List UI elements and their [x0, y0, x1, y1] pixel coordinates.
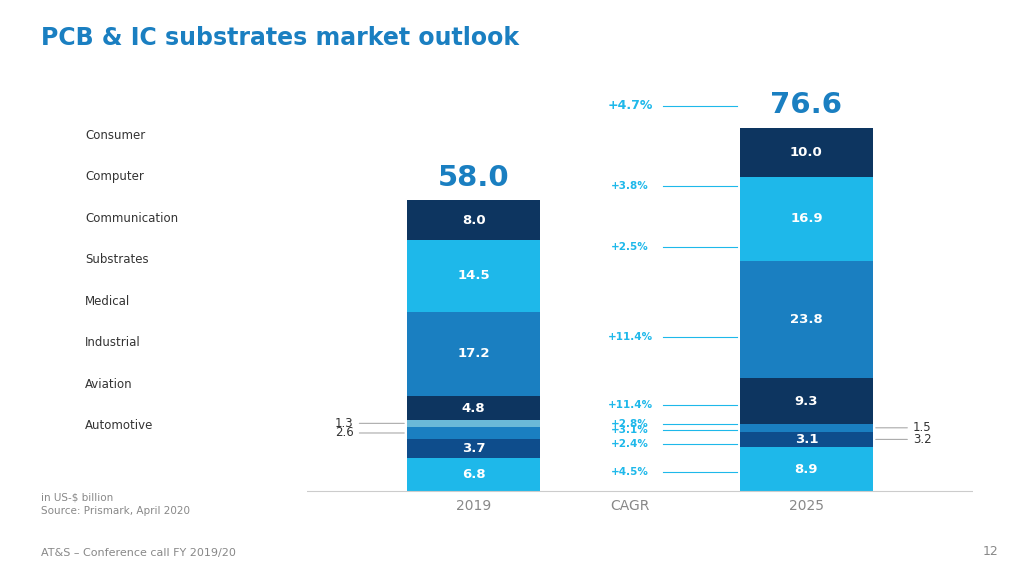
Text: Consumer: Consumer: [85, 129, 145, 142]
Text: 2025: 2025: [788, 499, 824, 513]
Text: 3.2: 3.2: [876, 433, 932, 446]
Bar: [407, 396, 541, 420]
Text: +11.4%: +11.4%: [607, 400, 652, 410]
Text: Medical: Medical: [85, 295, 130, 308]
Text: AT&S: AT&S: [921, 43, 974, 62]
Bar: [739, 424, 872, 431]
Text: 9.3: 9.3: [795, 395, 818, 408]
Text: 1.5: 1.5: [876, 421, 932, 434]
Text: 58.0: 58.0: [438, 164, 509, 192]
Text: 10.0: 10.0: [791, 146, 822, 159]
Text: 8.0: 8.0: [462, 214, 485, 227]
Text: +3.8%: +3.8%: [611, 181, 649, 191]
Bar: [407, 240, 541, 312]
Text: AT&S – Conference call FY 2019/20: AT&S – Conference call FY 2019/20: [41, 548, 236, 558]
Text: Communication: Communication: [85, 212, 178, 225]
Text: PCB & IC substrates market outlook: PCB & IC substrates market outlook: [41, 26, 519, 50]
Text: +4.5%: +4.5%: [611, 467, 649, 477]
Bar: [739, 261, 872, 378]
Text: in US-$ billion
Source: Prismark, April 2020: in US-$ billion Source: Prismark, April …: [41, 492, 190, 517]
Bar: [739, 431, 872, 448]
Text: 23.8: 23.8: [791, 313, 822, 326]
Text: 12: 12: [983, 544, 998, 558]
Text: CAGR: CAGR: [610, 499, 649, 513]
Text: +4.7%: +4.7%: [607, 99, 652, 112]
Text: Computer: Computer: [85, 170, 143, 183]
Bar: [407, 439, 541, 458]
Bar: [407, 420, 541, 427]
Bar: [407, 458, 541, 491]
Text: 2019: 2019: [456, 499, 492, 513]
Text: +2.8%: +2.8%: [611, 419, 649, 429]
Bar: [739, 448, 872, 491]
Text: 2.6: 2.6: [335, 426, 404, 439]
Bar: [739, 128, 872, 177]
Text: 6.8: 6.8: [462, 468, 485, 481]
Bar: [407, 427, 541, 439]
Bar: [407, 200, 541, 240]
Text: 76.6: 76.6: [770, 91, 843, 119]
Text: Industrial: Industrial: [85, 336, 140, 349]
Text: Automotive: Automotive: [85, 419, 154, 432]
Text: 16.9: 16.9: [791, 213, 822, 225]
Text: Substrates: Substrates: [85, 253, 148, 266]
Bar: [407, 312, 541, 396]
Text: +11.4%: +11.4%: [607, 332, 652, 342]
Text: 3.7: 3.7: [462, 442, 485, 455]
Bar: [739, 177, 872, 261]
Text: 14.5: 14.5: [458, 269, 489, 282]
Text: 3.1: 3.1: [795, 433, 818, 446]
Text: 1.3: 1.3: [335, 417, 404, 430]
Text: 17.2: 17.2: [458, 347, 489, 361]
Text: Aviation: Aviation: [85, 378, 133, 391]
Text: +2.4%: +2.4%: [611, 439, 649, 449]
Text: +3.1%: +3.1%: [611, 426, 649, 435]
Text: 4.8: 4.8: [462, 402, 485, 415]
Text: +2.5%: +2.5%: [611, 242, 649, 252]
Bar: [739, 378, 872, 424]
Text: 8.9: 8.9: [795, 463, 818, 476]
